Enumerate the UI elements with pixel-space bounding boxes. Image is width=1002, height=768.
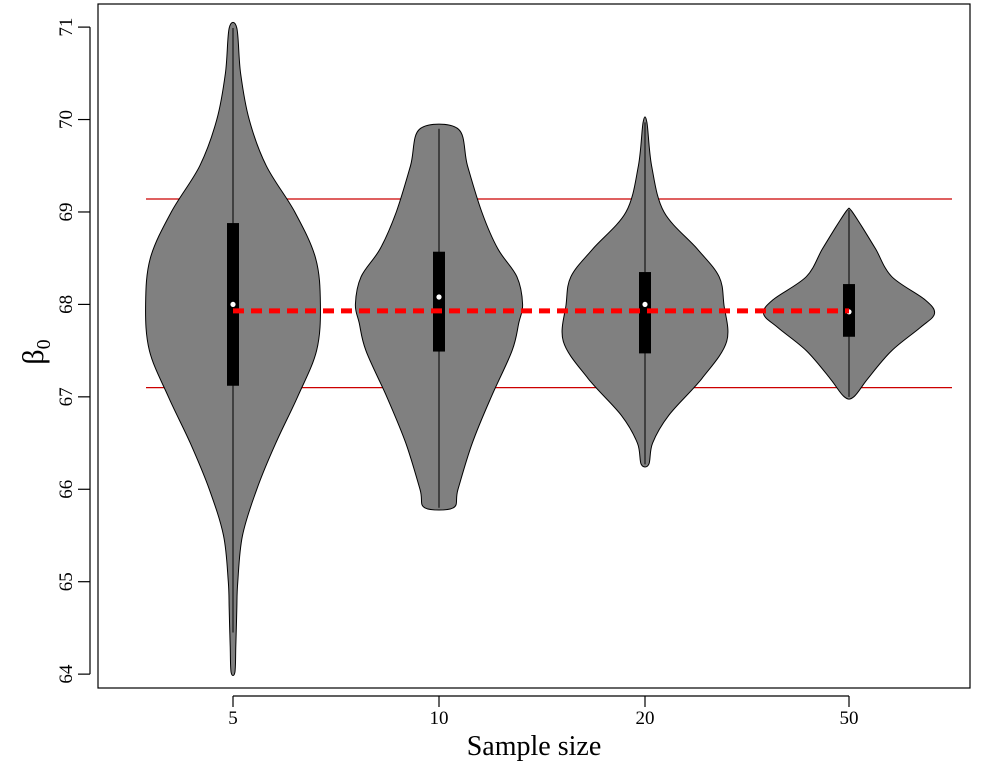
y-axis: 64 65 66 67 68 69 70 71 — [56, 18, 91, 684]
y-tick-label-70: 70 — [56, 110, 77, 129]
median-marker-5 — [230, 301, 236, 308]
x-tick-label-50: 50 — [840, 708, 859, 729]
y-axis-title-subscript: 0 — [33, 339, 55, 349]
y-axis-title-main: β — [17, 349, 50, 364]
box-20 — [639, 272, 651, 354]
y-axis-title: β0 — [17, 339, 55, 364]
y-tick-label-67: 67 — [56, 387, 77, 406]
y-tick-label-65: 65 — [56, 572, 77, 591]
x-tick-label-10: 10 — [430, 708, 449, 729]
violins — [145, 21, 936, 677]
y-tick-label-71: 71 — [56, 18, 77, 37]
y-tick-label-69: 69 — [56, 202, 77, 221]
x-axis-title: Sample size — [467, 731, 602, 762]
box-10 — [433, 251, 445, 352]
median-marker-10 — [436, 294, 442, 300]
x-tick-label-20: 20 — [636, 708, 655, 729]
median-marker-20 — [642, 301, 648, 308]
y-tick-label-64: 64 — [56, 664, 77, 684]
y-tick-label-68: 68 — [56, 295, 77, 314]
x-axis: 5 10 20 50 — [228, 695, 859, 729]
plot-frame — [97, 3, 971, 689]
y-tick-label-66: 66 — [56, 480, 77, 499]
x-tick-label-5: 5 — [228, 708, 238, 729]
